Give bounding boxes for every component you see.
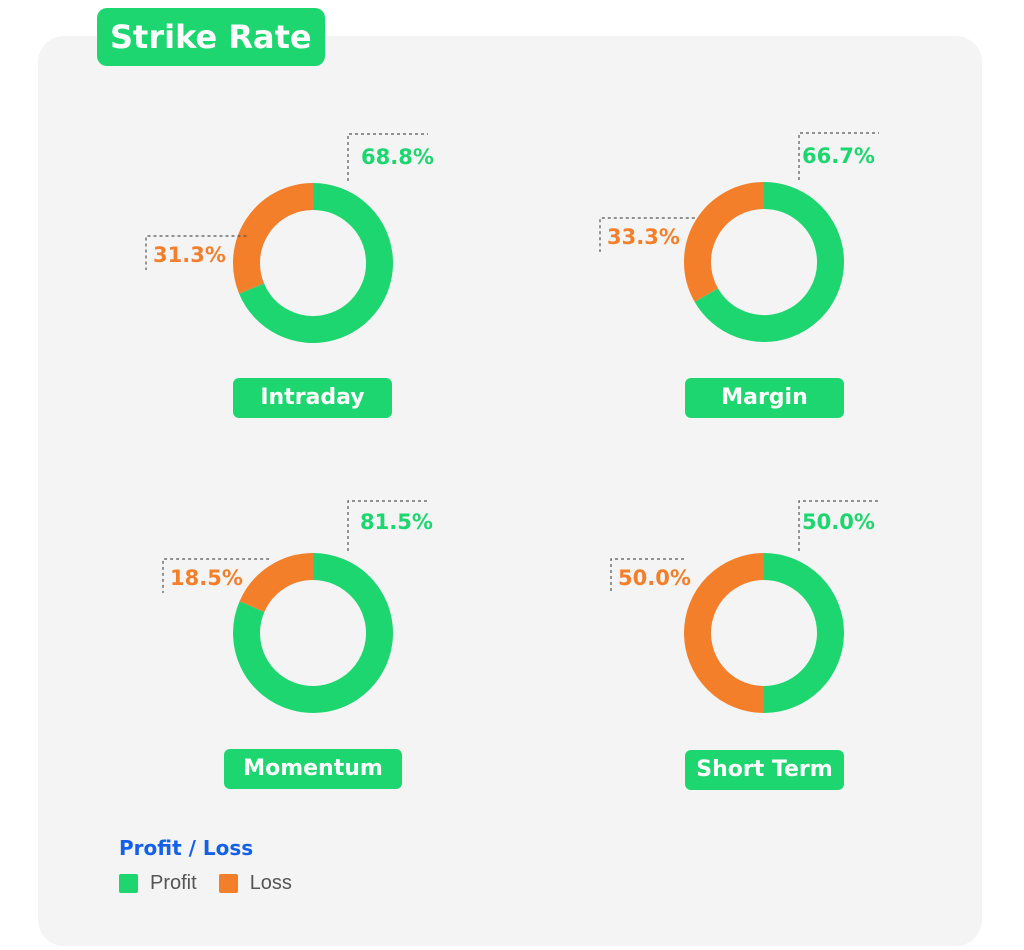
legend-item-loss: Loss <box>218 872 292 895</box>
slice-profit-momentum <box>233 553 393 713</box>
donut-chart-margin: 66.7% 33.3% <box>599 132 879 342</box>
slice-profit-intraday <box>239 183 393 343</box>
data-label-loss-intraday: 31.3% <box>153 243 226 267</box>
donut-chart-intraday: 68.8% 31.3% <box>145 133 434 343</box>
legend-swatch-loss <box>218 874 238 893</box>
legend-label-loss: Loss <box>249 872 292 894</box>
chart-title-margin: Margin <box>685 378 844 418</box>
data-label-profit-margin: 66.7% <box>802 144 875 168</box>
legend-label-profit: Profit <box>150 872 197 894</box>
data-label-loss-short-term: 50.0% <box>618 566 691 590</box>
data-label-profit-intraday: 68.8% <box>361 145 434 169</box>
data-label-loss-margin: 33.3% <box>607 225 680 249</box>
leader-line-profit-short-term <box>798 500 879 551</box>
chart-title-short-term: Short Term <box>685 750 844 790</box>
data-label-loss-momentum: 18.5% <box>170 566 243 590</box>
leader-line-loss-short-term <box>610 558 684 593</box>
data-label-profit-short-term: 50.0% <box>802 510 875 534</box>
slice-loss-momentum <box>239 553 314 613</box>
legend-item-profit: Profit <box>119 872 197 895</box>
chart-title-intraday: Intraday <box>233 378 392 418</box>
slice-loss-short-term <box>684 553 765 713</box>
legend-swatch-profit <box>119 874 138 893</box>
legend-title: Profit / Loss <box>119 836 254 860</box>
donut-chart-short-term: 50.0% 50.0% <box>610 500 879 713</box>
slice-loss-margin <box>684 182 765 302</box>
chart-panel <box>38 36 982 946</box>
leader-line-profit-momentum <box>347 500 428 551</box>
page-title: Strike Rate <box>97 8 325 66</box>
chart-title-momentum: Momentum <box>224 749 402 789</box>
slice-loss-intraday <box>233 183 314 294</box>
leader-line-loss-momentum <box>162 558 270 593</box>
legend-items: Profit Loss <box>119 872 314 895</box>
slice-profit-short-term <box>763 553 844 713</box>
leader-line-loss-margin <box>599 217 695 252</box>
data-label-profit-momentum: 81.5% <box>360 510 433 534</box>
donut-chart-momentum: 81.5% 18.5% <box>162 500 433 713</box>
slice-profit-margin <box>694 182 844 342</box>
legend: Profit / Loss Profit Loss <box>119 834 314 895</box>
